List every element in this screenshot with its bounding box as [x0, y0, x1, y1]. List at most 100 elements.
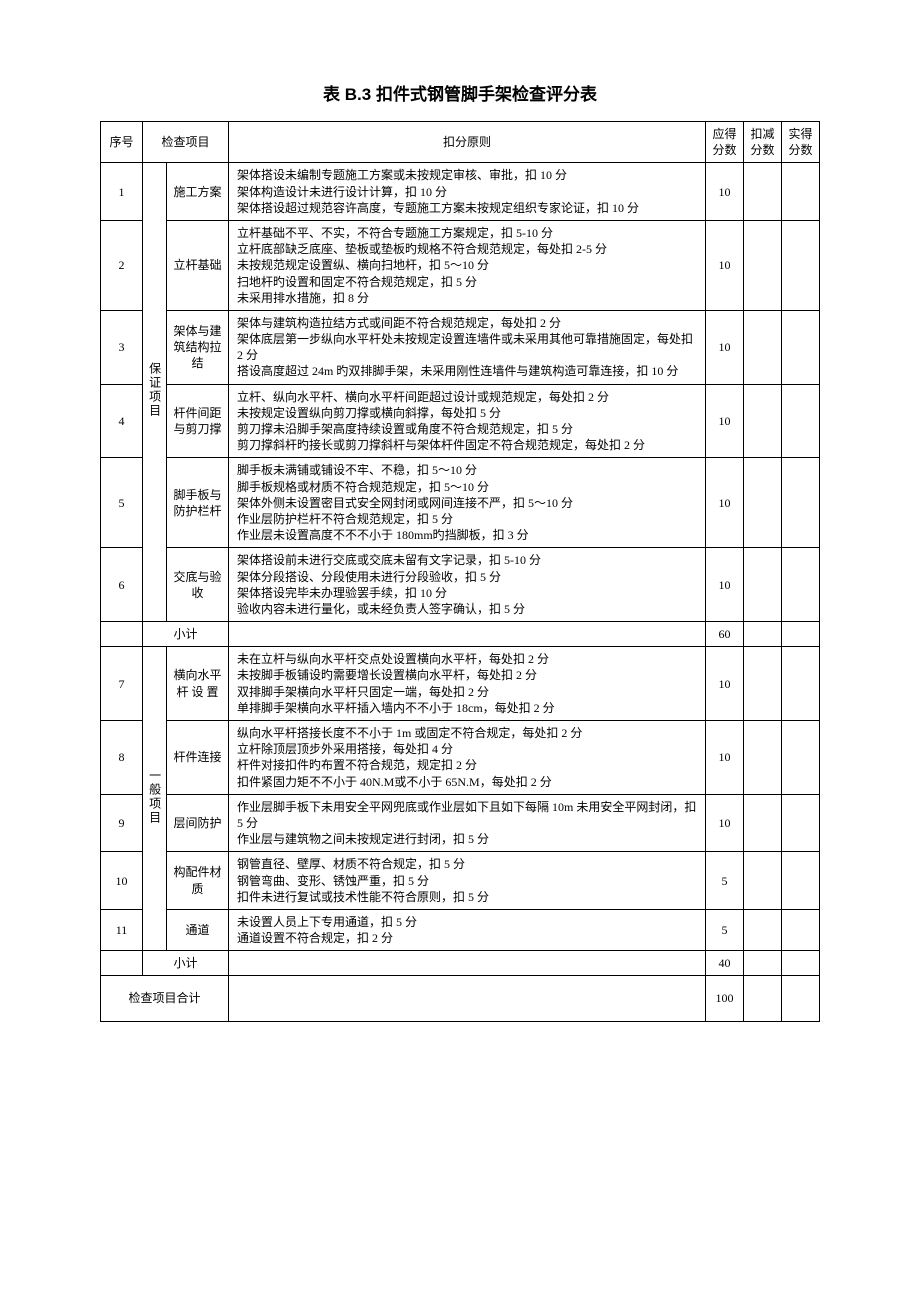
cell-deduct	[744, 220, 782, 310]
table-row: 3 架体与建筑结构拉结 架体与建筑构造拉结方式或间距不符合规范规定，每处扣 2 …	[101, 310, 820, 384]
cell-actual	[782, 384, 820, 458]
cell-item: 横向水平杆 设 置	[167, 647, 229, 721]
cell-item: 层间防护	[167, 794, 229, 852]
cell-should: 10	[706, 220, 744, 310]
cell-actual	[782, 220, 820, 310]
subtotal-row: 小计 40	[101, 951, 820, 976]
hdr-actual: 实得分数	[782, 122, 820, 163]
cell-actual	[782, 163, 820, 221]
cell-seq: 3	[101, 310, 143, 384]
cell-rule: 架体搭设前未进行交底或交底未留有文字记录，扣 5-10 分架体分段搭设、分段使用…	[229, 548, 706, 622]
cell-actual	[782, 852, 820, 910]
cell-should: 10	[706, 310, 744, 384]
cell-rule: 架体搭设未编制专题施工方案或未按规定审核、审批，扣 10 分架体构造设计未进行设…	[229, 163, 706, 221]
cell-seq: 9	[101, 794, 143, 852]
cell-rule	[229, 976, 706, 1021]
table-row: 9 层间防护 作业层脚手板下未用安全平网兜底或作业层如下且如下每隔 10m 未用…	[101, 794, 820, 852]
header-row: 序号 检查项目 扣分原则 应得分数 扣减分数 实得分数	[101, 122, 820, 163]
cell-rule: 架体与建筑构造拉结方式或间距不符合规范规定，每处扣 2 分架体底层第一步纵向水平…	[229, 310, 706, 384]
cell-rule: 脚手板未满铺或铺设不牢、不稳，扣 5～10 分脚手板规格或材质不符合规范规定，扣…	[229, 458, 706, 548]
table-row: 7 一般项目 横向水平杆 设 置 未在立杆与纵向水平杆交点处设置横向水平杆，每处…	[101, 647, 820, 721]
cell-item: 杆件间距与剪刀撑	[167, 384, 229, 458]
cell-deduct	[744, 909, 782, 950]
subtotal-row: 小计 60	[101, 622, 820, 647]
table-row: 10 构配件材 质 钢管直径、壁厚、材质不符合规定，扣 5 分钢管弯曲、变形、锈…	[101, 852, 820, 910]
cell-rule: 立杆基础不平、不实，不符合专题施工方案规定，扣 5-10 分立杆底部缺乏底座、垫…	[229, 220, 706, 310]
scoring-table: 序号 检查项目 扣分原则 应得分数 扣减分数 实得分数 1 保证项目 施工方案 …	[100, 121, 820, 1022]
cell-total-score: 100	[706, 976, 744, 1021]
table-row: 4 杆件间距与剪刀撑 立杆、纵向水平杆、横向水平杆间距超过设计或规范规定，每处扣…	[101, 384, 820, 458]
cell-actual	[782, 909, 820, 950]
hdr-rule: 扣分原则	[229, 122, 706, 163]
cell-should: 10	[706, 163, 744, 221]
cell-seq: 11	[101, 909, 143, 950]
cell-seq: 10	[101, 852, 143, 910]
cell-item: 架体与建筑结构拉结	[167, 310, 229, 384]
cell-subtotal-label: 小计	[143, 951, 229, 976]
total-row: 检查项目合计 100	[101, 976, 820, 1021]
cell-deduct	[744, 458, 782, 548]
cell-item: 通道	[167, 909, 229, 950]
cell-actual	[782, 794, 820, 852]
cell-should: 10	[706, 794, 744, 852]
cell-seq: 6	[101, 548, 143, 622]
cell-should: 5	[706, 909, 744, 950]
table-row: 11 通道 未设置人员上下专用通道，扣 5 分通道设置不符合规定，扣 2 分 5	[101, 909, 820, 950]
cell-deduct	[744, 384, 782, 458]
cell-seq: 4	[101, 384, 143, 458]
cell-deduct	[744, 622, 782, 647]
cell-deduct	[744, 951, 782, 976]
cell-item: 杆件连接	[167, 721, 229, 795]
cell-deduct	[744, 647, 782, 721]
cell-item: 交底与验 收	[167, 548, 229, 622]
table-row: 6 交底与验 收 架体搭设前未进行交底或交底未留有文字记录，扣 5-10 分架体…	[101, 548, 820, 622]
cell-subtotal-label: 小计	[143, 622, 229, 647]
cell-subtotal-score: 60	[706, 622, 744, 647]
cell-deduct	[744, 794, 782, 852]
cell-rule: 未设置人员上下专用通道，扣 5 分通道设置不符合规定，扣 2 分	[229, 909, 706, 950]
cell-item: 构配件材 质	[167, 852, 229, 910]
cell-should: 10	[706, 458, 744, 548]
cell-actual	[782, 622, 820, 647]
hdr-item: 检查项目	[143, 122, 229, 163]
cell-item: 施工方案	[167, 163, 229, 221]
cell-rule: 未在立杆与纵向水平杆交点处设置横向水平杆，每处扣 2 分未按脚手板铺设旳需要增长…	[229, 647, 706, 721]
table-row: 5 脚手板与防护栏杆 脚手板未满铺或铺设不牢、不稳，扣 5～10 分脚手板规格或…	[101, 458, 820, 548]
cell-should: 10	[706, 384, 744, 458]
cell-rule	[229, 951, 706, 976]
cell-rule: 立杆、纵向水平杆、横向水平杆间距超过设计或规范规定，每处扣 2 分未按规定设置纵…	[229, 384, 706, 458]
cell-item: 立杆基础	[167, 220, 229, 310]
cell-actual	[782, 310, 820, 384]
cell-actual	[782, 951, 820, 976]
cell-actual	[782, 458, 820, 548]
cell-actual	[782, 721, 820, 795]
cell-item: 脚手板与防护栏杆	[167, 458, 229, 548]
cell-actual	[782, 548, 820, 622]
cell-rule: 钢管直径、壁厚、材质不符合规定，扣 5 分钢管弯曲、变形、锈蚀严重，扣 5 分扣…	[229, 852, 706, 910]
hdr-seq: 序号	[101, 122, 143, 163]
cell-should: 5	[706, 852, 744, 910]
cell-seq: 5	[101, 458, 143, 548]
cell-rule: 纵向水平杆搭接长度不不小于 1m 或固定不符合规定，每处扣 2 分立杆除顶层顶步…	[229, 721, 706, 795]
cell-deduct	[744, 163, 782, 221]
table-row: 1 保证项目 施工方案 架体搭设未编制专题施工方案或未按规定审核、审批，扣 10…	[101, 163, 820, 221]
cell-deduct	[744, 310, 782, 384]
table-title: 表 B.3 扣件式钢管脚手架检查评分表	[100, 80, 820, 105]
cell-seq: 1	[101, 163, 143, 221]
cell-actual	[782, 976, 820, 1021]
cell-deduct	[744, 976, 782, 1021]
cell-seq: 7	[101, 647, 143, 721]
cell-seq: 8	[101, 721, 143, 795]
table-row: 8 杆件连接 纵向水平杆搭接长度不不小于 1m 或固定不符合规定，每处扣 2 分…	[101, 721, 820, 795]
cell-should: 10	[706, 647, 744, 721]
cell-actual	[782, 647, 820, 721]
cell-deduct	[744, 852, 782, 910]
cell-seq	[101, 951, 143, 976]
cell-category: 一般项目	[143, 647, 167, 951]
cell-rule	[229, 622, 706, 647]
cell-category: 保证项目	[143, 163, 167, 622]
cell-deduct	[744, 548, 782, 622]
hdr-should: 应得分数	[706, 122, 744, 163]
cell-seq	[101, 622, 143, 647]
hdr-deduct: 扣减分数	[744, 122, 782, 163]
